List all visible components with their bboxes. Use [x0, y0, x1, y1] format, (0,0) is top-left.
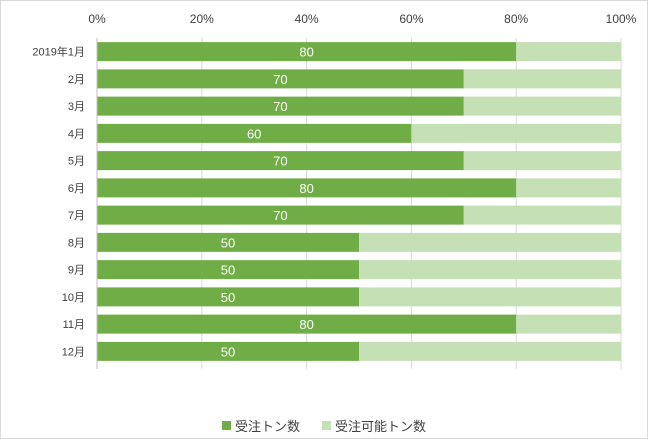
category-label: 4月 — [68, 128, 85, 140]
bar-available — [463, 205, 621, 225]
stacked-bar-chart: 0% 20% 40% 60% 80% 100% 80 2019年1月 70 2月 70 3月 60 4月 7… — [32, 12, 637, 369]
data-label: 70 — [273, 208, 287, 223]
x-tick-label: 0% — [88, 12, 106, 26]
category-label: 2019年1月 — [32, 45, 85, 59]
x-tick-label: 100% — [606, 12, 637, 26]
category-label: 3月 — [68, 101, 85, 113]
category-label: 5月 — [68, 156, 85, 168]
bar-ordered — [97, 96, 464, 116]
bar-ordered — [97, 287, 359, 307]
category-label: 8月 — [68, 237, 85, 249]
data-label: 80 — [299, 45, 313, 60]
data-label: 80 — [299, 181, 313, 196]
category-label: 10月 — [62, 292, 85, 304]
data-label: 70 — [273, 99, 287, 114]
bar-ordered — [97, 232, 359, 252]
category-label: 12月 — [62, 346, 85, 358]
bar-available — [359, 341, 621, 361]
bar-available — [516, 42, 621, 62]
bar-available — [463, 151, 621, 171]
category-label: 2月 — [68, 74, 85, 86]
legend-swatch — [221, 421, 231, 430]
bar-ordered — [97, 341, 359, 361]
category-label: 6月 — [68, 183, 85, 195]
bar-available — [359, 287, 621, 307]
legend-swatch — [322, 421, 331, 430]
bar-ordered — [97, 205, 464, 225]
category-label: 7月 — [68, 210, 85, 222]
legend-item: 受注可能トン数 — [322, 416, 426, 435]
bar-ordered — [97, 151, 464, 171]
legend-label: 受注可能トン数 — [335, 419, 427, 434]
data-label: 50 — [221, 263, 235, 278]
bar-ordered — [97, 69, 464, 89]
data-label: 70 — [273, 154, 287, 169]
legend: 受注トン数 受注可能トン数 — [1, 416, 647, 435]
x-tick-label: 20% — [190, 12, 214, 26]
data-label: 60 — [247, 126, 261, 141]
data-label: 50 — [221, 344, 235, 359]
legend-label: 受注トン数 — [234, 419, 300, 434]
bar-available — [411, 123, 621, 143]
x-tick-label: 60% — [399, 12, 423, 26]
data-label: 70 — [273, 72, 287, 87]
bar-ordered — [97, 42, 517, 62]
bar-available — [463, 69, 621, 89]
data-label: 50 — [221, 290, 235, 305]
bar-ordered — [97, 260, 359, 280]
legend-item: 受注トン数 — [221, 416, 300, 435]
bar-ordered — [97, 314, 517, 334]
x-tick-label: 40% — [295, 12, 319, 26]
category-label: 11月 — [63, 319, 85, 331]
category-label: 9月 — [68, 265, 85, 277]
bar-available — [463, 96, 621, 116]
data-label: 50 — [221, 235, 235, 250]
bar-available — [516, 314, 621, 334]
bar-ordered — [97, 123, 412, 143]
bar-available — [516, 178, 621, 198]
bar-ordered — [97, 178, 517, 198]
bar-available — [359, 232, 621, 252]
data-label: 80 — [299, 317, 313, 332]
bar-available — [359, 260, 621, 280]
x-tick-label: 80% — [504, 12, 528, 26]
